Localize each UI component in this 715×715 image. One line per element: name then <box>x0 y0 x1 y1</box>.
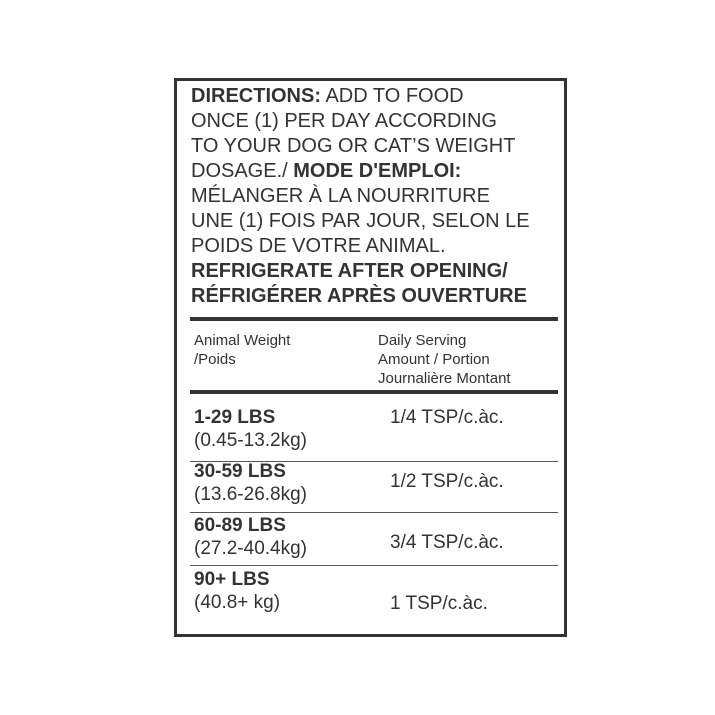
weight-lbs: 60-89 LBS <box>194 515 286 536</box>
table-row-weight: 90+ LBS (40.8+ kg) <box>194 568 280 614</box>
refrigerate-warning: RÉFRIGÉRER APRÈS OUVERTURE <box>191 284 561 309</box>
refrigerate-en: REFRIGERATE AFTER OPENING/ <box>191 260 508 282</box>
directions-text-segment: ADD TO FOOD <box>321 85 464 107</box>
directions-line: DOSAGE./ MODE D'EMPLOI: <box>191 159 561 184</box>
mode-emploi-heading: MODE D'EMPLOI: <box>293 160 462 182</box>
row-divider <box>190 461 558 462</box>
directions-line: UNE (1) FOIS PAR JOUR, SELON LE <box>191 210 530 232</box>
row-divider <box>190 565 558 566</box>
directions-line: TO YOUR DOG OR CAT’S WEIGHT <box>191 135 516 157</box>
weight-lbs: 90+ LBS <box>194 569 270 590</box>
header-serving-line: Daily Serving <box>378 332 467 349</box>
table-row-serving: 1/4 TSP/c.àc. <box>390 407 504 428</box>
label-border <box>174 78 567 637</box>
directions-line: MÉLANGER À LA NOURRITURE <box>191 185 490 207</box>
header-serving-line: Amount / Portion <box>378 351 490 368</box>
directions-line: ONCE (1) PER DAY ACCORDING <box>191 110 497 132</box>
divider-thick <box>190 390 558 394</box>
header-serving: Daily Serving Amount / Portion Journaliè… <box>378 331 511 388</box>
table-row-serving: 1/2 TSP/c.àc. <box>390 471 504 492</box>
table-row-weight: 60-89 LBS (27.2-40.4kg) <box>194 514 307 560</box>
weight-kg: (13.6-26.8kg) <box>194 484 308 505</box>
table-row-weight: 30-59 LBS (13.6-26.8kg) <box>194 460 307 506</box>
weight-kg: (27.2-40.4kg) <box>194 538 308 559</box>
table-row-serving: 1 TSP/c.àc. <box>390 593 488 614</box>
header-weight-line: /Poids <box>194 351 236 368</box>
header-weight-line: Animal Weight <box>194 332 291 349</box>
refrigerate-warning: REFRIGERATE AFTER OPENING/ <box>191 259 561 284</box>
directions-text-segment: DOSAGE./ <box>191 160 294 182</box>
weight-lbs: 1-29 LBS <box>194 407 276 428</box>
header-weight: Animal Weight /Poids <box>194 331 290 369</box>
weight-kg: (40.8+ kg) <box>194 592 281 613</box>
directions-line: POIDS DE VOTRE ANIMAL. <box>191 235 446 257</box>
directions-line: DIRECTIONS: ADD TO FOOD <box>191 84 561 109</box>
divider-thick <box>190 317 558 321</box>
directions-text: DIRECTIONS: ADD TO FOOD ONCE (1) PER DAY… <box>191 84 561 309</box>
header-serving-line: Journalière Montant <box>378 370 511 387</box>
weight-kg: (0.45-13.2kg) <box>194 430 308 451</box>
refrigerate-fr: RÉFRIGÉRER APRÈS OUVERTURE <box>191 285 527 307</box>
weight-lbs: 30-59 LBS <box>194 461 286 482</box>
directions-heading: DIRECTIONS: <box>191 85 321 107</box>
row-divider <box>190 512 558 513</box>
table-row-weight: 1-29 LBS (0.45-13.2kg) <box>194 406 307 452</box>
table-row-serving: 3/4 TSP/c.àc. <box>390 532 504 553</box>
